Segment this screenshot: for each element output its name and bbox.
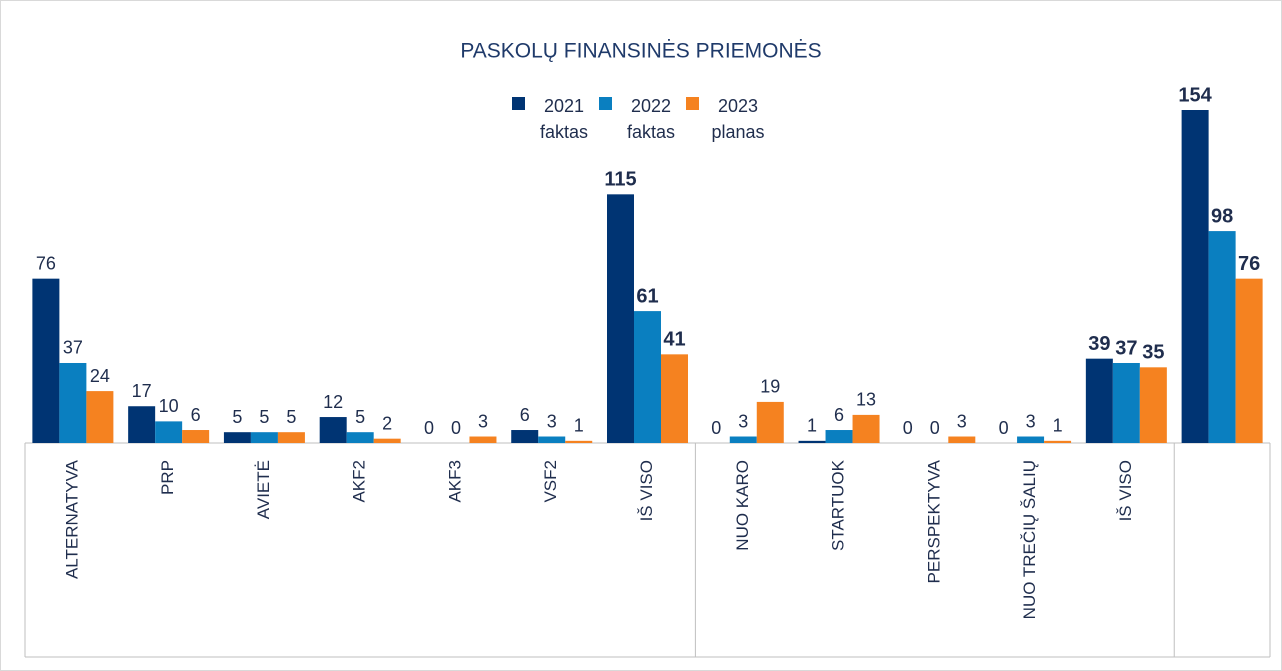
legend-label: 2022 faktas <box>626 96 676 142</box>
data-label: 5 <box>232 407 242 427</box>
bar <box>852 414 880 443</box>
x-tick-label: AKF3 <box>445 460 464 503</box>
data-label: 3 <box>478 411 488 431</box>
x-tick-label: IŠ VISO <box>637 460 656 521</box>
chart-title: PASKOLŲ FINANSINĖS PRIEMONĖS <box>460 40 821 63</box>
bar <box>607 194 634 443</box>
data-label: 0 <box>711 418 721 438</box>
bar <box>1208 231 1236 443</box>
data-label: 0 <box>930 418 940 438</box>
data-label: 6 <box>834 405 844 425</box>
data-label: 76 <box>1238 253 1260 275</box>
x-tick-label: VSF2 <box>541 460 560 503</box>
x-tick-label: NUO TREČIŲ ŠALIŲ <box>1020 460 1039 619</box>
bar <box>250 432 278 443</box>
bar <box>1235 278 1263 443</box>
bar <box>729 436 757 443</box>
bar <box>1112 362 1140 443</box>
bar <box>756 401 784 443</box>
data-label: 0 <box>451 418 461 438</box>
data-label: 12 <box>323 392 343 412</box>
bar <box>223 432 251 443</box>
data-label: 39 <box>1088 333 1110 355</box>
data-label: 13 <box>856 390 876 410</box>
data-label: 37 <box>1115 337 1137 359</box>
data-label: 35 <box>1142 342 1164 364</box>
data-label: 3 <box>547 411 557 431</box>
bar <box>182 430 210 443</box>
bar <box>1085 358 1113 443</box>
bar <box>825 430 853 443</box>
data-label: 2 <box>382 413 392 433</box>
x-tick-label: STARTUOK <box>829 459 848 551</box>
data-label: 5 <box>259 407 269 427</box>
bar <box>1181 110 1209 443</box>
x-tick-label: NUO KARO <box>733 460 752 551</box>
x-tick-label: AKF2 <box>350 460 369 503</box>
bar <box>346 432 374 443</box>
data-label: 3 <box>957 411 967 431</box>
data-label: 1 <box>574 416 584 436</box>
bar <box>1044 440 1072 443</box>
bar <box>538 436 566 443</box>
x-tick-label: IŠ VISO <box>1116 460 1135 521</box>
bar <box>59 362 87 443</box>
x-tick-label: AVIETĖ <box>254 460 273 519</box>
bar <box>319 417 347 443</box>
bar <box>469 436 497 443</box>
data-label: 1 <box>1053 416 1063 436</box>
data-label: 24 <box>90 366 110 386</box>
data-label: 1 <box>807 416 817 436</box>
bar <box>948 436 976 443</box>
bar <box>1017 436 1045 443</box>
data-label: 10 <box>159 396 179 416</box>
data-label: 6 <box>520 405 530 425</box>
x-tick-label: PRP <box>158 460 177 495</box>
legend-swatch <box>599 97 612 110</box>
data-label: 19 <box>760 377 780 397</box>
data-label: 61 <box>636 285 658 307</box>
bar <box>128 406 156 443</box>
data-label: 76 <box>36 253 56 273</box>
bar <box>511 430 539 443</box>
legend-label: 2021 faktas <box>539 96 589 142</box>
data-label: 98 <box>1211 205 1233 227</box>
bar <box>277 432 305 443</box>
data-label: 0 <box>999 418 1009 438</box>
data-label: 0 <box>424 418 434 438</box>
data-label: 3 <box>1026 411 1036 431</box>
bar <box>373 438 401 443</box>
data-label: 5 <box>355 407 365 427</box>
data-label: 3 <box>738 411 748 431</box>
legend-swatch <box>686 97 699 110</box>
data-label: 37 <box>63 338 83 358</box>
bar <box>32 278 60 443</box>
legend-label: 2023 planas <box>711 96 765 142</box>
legend: 2021 faktas 2022 faktas 2023 planas <box>512 93 773 145</box>
bar <box>634 311 661 443</box>
bar <box>155 421 183 443</box>
bar <box>1139 367 1167 443</box>
data-label: 154 <box>1178 84 1212 106</box>
legend-swatch <box>512 97 525 110</box>
data-label: 5 <box>286 407 296 427</box>
x-tick-label: PERSPEKTYVA <box>924 459 943 583</box>
data-label: 6 <box>191 405 201 425</box>
data-label: 41 <box>663 329 685 351</box>
data-label: 17 <box>132 381 152 401</box>
bar <box>661 354 688 443</box>
bar <box>798 440 826 443</box>
x-tick-label: ALTERNATYVA <box>62 459 81 579</box>
bar <box>565 440 593 443</box>
bar <box>86 391 114 443</box>
data-label: 0 <box>903 418 913 438</box>
data-label: 115 <box>604 169 636 191</box>
